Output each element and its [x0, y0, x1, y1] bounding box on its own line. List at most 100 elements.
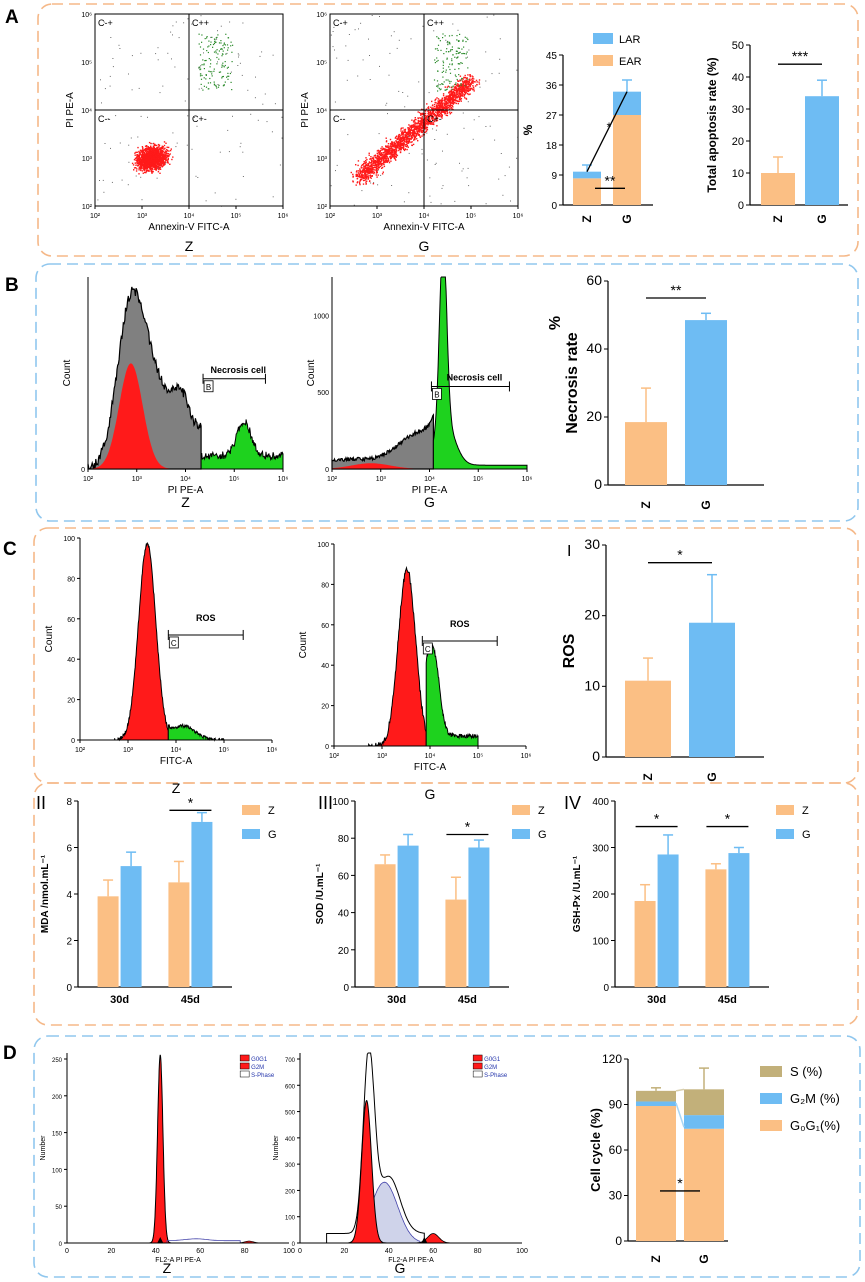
sod-ytick-label: 80	[338, 834, 350, 845]
annexin-z-event	[132, 164, 135, 166]
annexin-g-event	[359, 182, 361, 185]
annexin-g-event	[395, 136, 397, 138]
annexin-z-event	[156, 150, 158, 152]
annexin-g-late-event	[437, 49, 439, 51]
annexin-g-event	[381, 156, 383, 158]
annexin-g-debris-event	[410, 38, 412, 40]
annexin-g-event	[375, 168, 378, 170]
annexin-g-event	[403, 139, 405, 141]
annexin-z-late-event	[198, 43, 200, 45]
annexin-z-event	[145, 167, 148, 169]
gshpx-category-label: 45d	[718, 994, 737, 1006]
total_apoptosis-bar-Z	[761, 173, 795, 205]
annexin-z-event	[148, 166, 151, 168]
annexin-z-late-event	[200, 68, 202, 70]
annexin-g-event	[466, 90, 468, 92]
annexin-g-late-event	[442, 83, 444, 85]
annexin-z-event	[153, 146, 155, 148]
annexin-g-event	[444, 105, 446, 107]
annexin-z-late-event	[199, 75, 202, 77]
annexin-g-event	[393, 142, 396, 145]
annexin-z-debris-event	[131, 55, 133, 57]
annexin-g-ylabel: PI PE-A	[300, 92, 311, 128]
annexin-g-event	[364, 179, 366, 181]
annexin-g-debris-event	[403, 201, 405, 203]
apoptosis_stacked-ylabel: %	[521, 124, 535, 135]
annexin-g-event	[402, 142, 405, 145]
annexin-g-event	[442, 94, 445, 97]
annexin-g-event	[404, 148, 406, 150]
annexin-z-event	[155, 167, 157, 169]
annexin-g-late-event	[454, 74, 456, 76]
annexin-z-event	[144, 165, 146, 167]
annexin-g-event	[378, 152, 380, 154]
sod-bar-Z-30d	[374, 864, 396, 987]
annexin-g-event	[466, 86, 468, 89]
annexin-z-debris-event	[240, 142, 242, 144]
annexin-g-event	[352, 181, 354, 183]
annexin-g-late-event	[439, 40, 441, 42]
annexin-z-late-event	[201, 74, 203, 77]
annexin-z-late-event	[218, 84, 220, 86]
cellcycle-g-xtick-label: 60	[429, 1248, 437, 1255]
annexin-g-event	[472, 82, 474, 84]
mda-category-label: 45d	[181, 994, 200, 1006]
annexin-g-event	[456, 90, 459, 93]
sod-bar-G-45d	[468, 847, 490, 987]
annexin-z-event	[162, 153, 164, 156]
annexin-z-late-event	[215, 50, 217, 52]
annexin-g-event	[406, 132, 408, 135]
annexin-z-event	[137, 158, 139, 160]
annexin-g-event	[462, 86, 464, 88]
annexin-g-event	[411, 119, 413, 121]
annexin-g-event	[417, 122, 419, 124]
annexin-g-late-event	[451, 60, 453, 62]
annexin-g-event	[411, 141, 413, 143]
annexin-z-event	[138, 156, 140, 158]
necrosis_rate-bar-G	[685, 320, 727, 485]
annexin-g-event	[374, 166, 376, 169]
necrosis-g-ytick-label: 500	[317, 390, 329, 397]
apoptosis_stacked-bar-LAR-Z	[573, 171, 601, 179]
total_apoptosis-ylabel: Total apoptosis rate (%)	[705, 57, 719, 192]
gshpx-ylabel: GSH-Px /U.mL⁻¹	[572, 855, 583, 932]
panel-b-frame	[35, 263, 859, 522]
annexin-z-event	[146, 165, 148, 167]
annexin-g-event	[442, 93, 445, 95]
annexin-g-debris-event	[402, 92, 404, 93]
annexin-g-event	[390, 155, 392, 157]
annexin-z-debris-event	[156, 177, 158, 179]
annexin-g-event	[425, 130, 427, 133]
annexin-g-event	[463, 90, 465, 92]
annexin-g-event	[438, 104, 440, 106]
annexin-g-event	[414, 121, 416, 123]
annexin-z-debris-event	[162, 85, 164, 87]
annexin-z-event	[149, 164, 152, 166]
annexin-g-event	[467, 82, 469, 84]
annexin-z-debris-event	[115, 115, 117, 117]
annexin-g-event	[432, 107, 434, 110]
annexin-z-event	[163, 141, 166, 143]
annexin-g-event	[379, 156, 381, 158]
annexin-g-event	[460, 92, 463, 94]
annexin-g-event	[430, 106, 432, 108]
annexin-g-event	[393, 146, 395, 148]
annexin-g-event	[404, 131, 406, 133]
annexin-g-event	[461, 80, 464, 82]
annexin-g-late-event	[460, 62, 462, 64]
annexin-g-event	[399, 140, 401, 142]
cellcycle-z-sample: Z	[163, 1260, 172, 1276]
annexin-g-event	[361, 177, 364, 179]
annexin-z-event	[155, 159, 158, 162]
annexin-g-event	[378, 163, 380, 165]
panel-letter-a: A	[5, 7, 19, 28]
annexin-g-event	[372, 157, 375, 160]
annexin-g-event	[436, 105, 439, 107]
annexin-z-event	[148, 153, 150, 155]
annexin-g-event	[416, 129, 418, 131]
annexin-g-event	[458, 90, 460, 92]
annexin-g-event	[419, 136, 422, 138]
annexin-z-event	[154, 148, 156, 151]
annexin-g-event	[421, 118, 423, 120]
